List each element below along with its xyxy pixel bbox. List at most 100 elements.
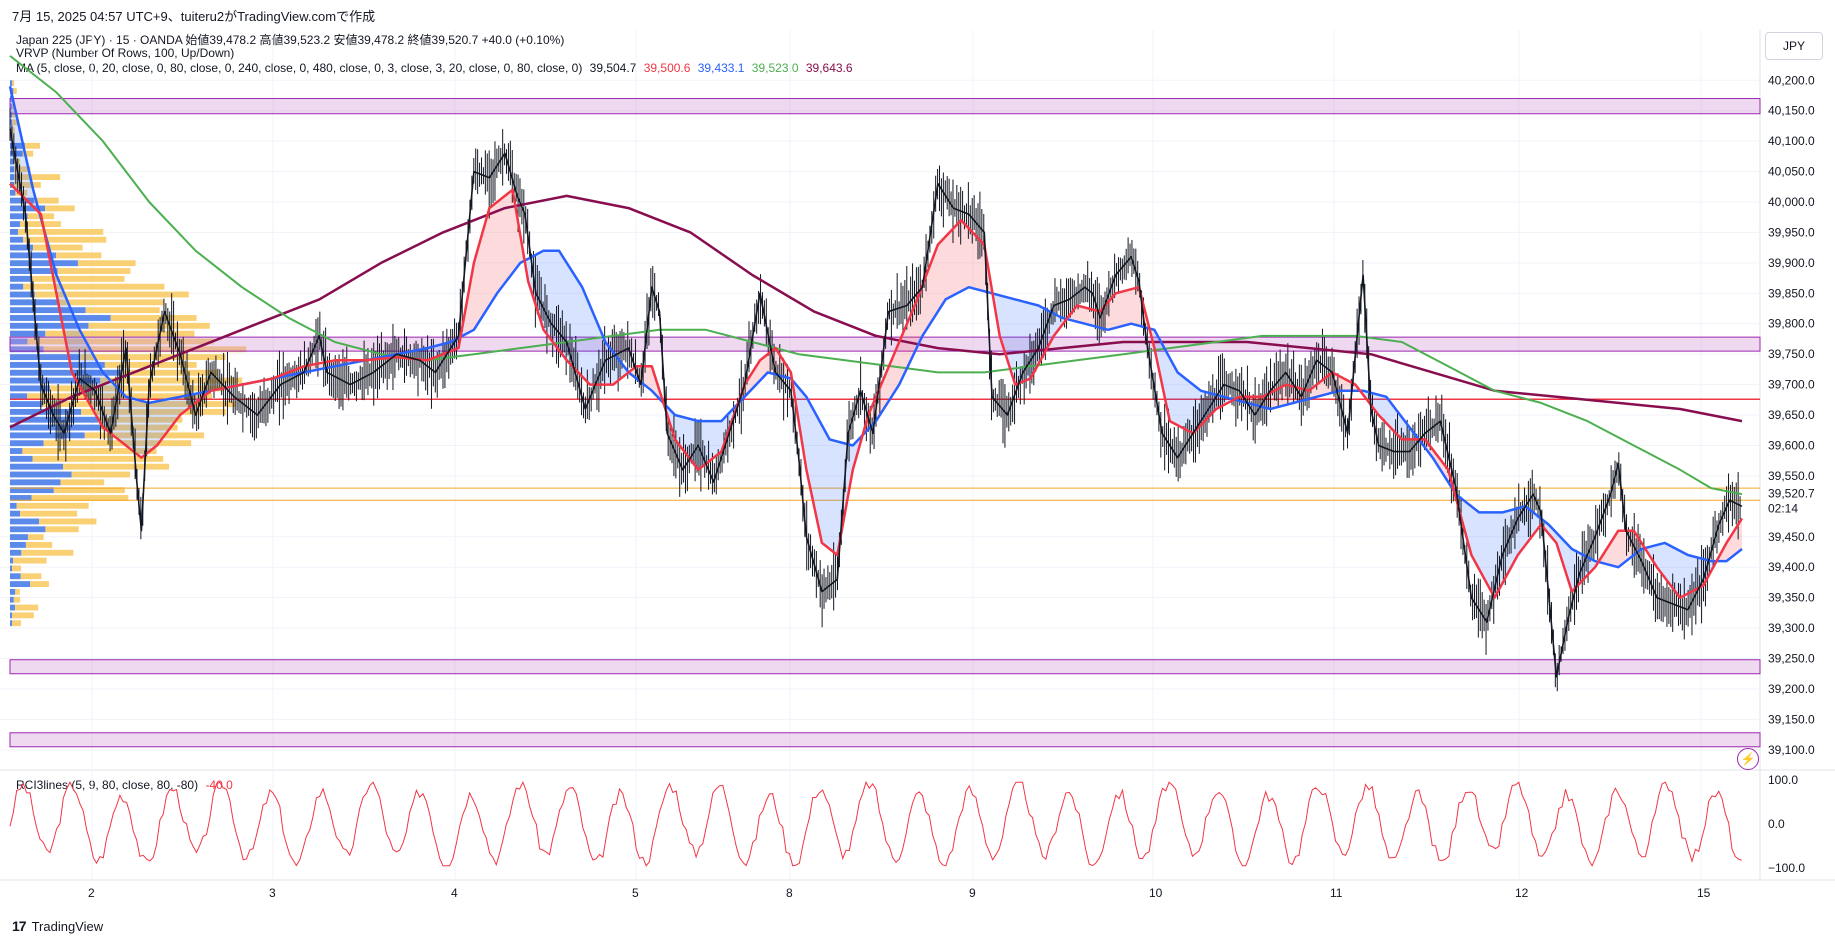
price-tick-label: 39,250.0	[1768, 652, 1815, 666]
series-ma480	[9, 194, 1743, 429]
ma-legend: MA (5, close, 0, 20, close, 0, 80, close…	[16, 61, 853, 75]
price-tick-label: 39,750.0	[1768, 347, 1815, 361]
time-tick-label: 5	[632, 886, 639, 900]
vp-row-down	[10, 111, 12, 118]
vp-row-down	[10, 487, 54, 494]
vp-row-down	[10, 236, 24, 243]
vp-row-up	[14, 174, 61, 181]
vp-row-down	[10, 244, 34, 251]
vp-row-up	[12, 111, 16, 118]
vp-row-down	[10, 283, 24, 290]
ma-legend-values: 39,504.7 39,500.6 39,433.1 39,523.0 39,6…	[586, 61, 853, 75]
vp-row-down	[10, 252, 57, 259]
support-zone-3	[9, 732, 1761, 748]
vp-row-up	[50, 385, 223, 392]
vp-row-down	[10, 440, 44, 447]
vp-row-down	[10, 322, 89, 329]
vp-row-up	[110, 315, 197, 321]
vp-row-down	[10, 455, 33, 462]
price-tick-label: 39,150.0	[1768, 712, 1815, 726]
vp-row-down	[10, 307, 86, 314]
vp-row-up	[12, 127, 15, 134]
vp-row-up	[12, 103, 14, 110]
vp-row-down	[10, 213, 28, 220]
vp-row-down	[10, 228, 19, 235]
last-price-box	[1761, 484, 1831, 519]
vp-row-down	[10, 197, 35, 204]
vp-row-down	[10, 205, 46, 212]
ma-cloud-segment	[863, 221, 993, 435]
vp-row-down	[10, 369, 122, 376]
vp-row-down	[10, 174, 15, 181]
vp-row-up	[12, 119, 19, 126]
vp-row-up	[12, 612, 34, 619]
tradingview-logo-mark: 17	[12, 918, 27, 934]
price-tick-label: 39,200.0	[1768, 682, 1815, 696]
vp-row-up	[20, 573, 42, 580]
vp-row-up	[59, 299, 164, 306]
time-tick-label: 12	[1515, 886, 1529, 900]
vp-row-up	[45, 526, 79, 533]
price-tick-label: 40,100.0	[1768, 134, 1815, 148]
vp-row-up	[34, 291, 189, 298]
vp-row-down	[10, 330, 46, 337]
vp-row-down	[10, 432, 85, 439]
vp-row-down	[10, 189, 16, 196]
price-tick-label: 39,550.0	[1768, 469, 1815, 483]
vp-row-down	[10, 346, 44, 353]
vp-row-up	[20, 510, 78, 517]
vp-row-down	[10, 495, 32, 501]
price-tick-label: 39,100.0	[1768, 743, 1815, 757]
ma-value-0: 39,504.7	[589, 61, 637, 75]
vp-row-down	[10, 612, 12, 619]
vp-row-up	[32, 455, 164, 462]
vp-row-up	[33, 244, 83, 251]
volume-profile	[10, 80, 247, 627]
time-tick-label: 11	[1330, 886, 1343, 900]
vp-row-up	[85, 307, 160, 314]
time-tick-label: 2	[88, 886, 95, 900]
vp-row-down	[10, 620, 12, 627]
vp-row-up	[84, 432, 205, 439]
vp-row-down	[10, 338, 28, 345]
vp-row-down	[10, 142, 25, 149]
vp-row-up	[97, 416, 183, 423]
vp-row-up	[14, 166, 31, 173]
vp-row-down	[10, 565, 12, 572]
price-tick-label: 39,900.0	[1768, 256, 1815, 270]
vp-row-down	[10, 377, 101, 384]
rci-tick-label: 0.0	[1768, 817, 1785, 831]
rci-legend-label: RCI3lines (5, 9, 80, close, 80, -80)	[16, 778, 199, 792]
lightning-icon[interactable]: ⚡	[1737, 748, 1759, 770]
price-tick-label: 39,450.0	[1768, 530, 1815, 544]
currency-button[interactable]: JPY	[1765, 32, 1823, 60]
tradingview-logo[interactable]: 17 TradingView	[12, 918, 103, 934]
price-tick-label: 39,850.0	[1768, 286, 1815, 300]
price-tick-label: 39,950.0	[1768, 225, 1815, 239]
vp-row-up	[14, 182, 41, 188]
vp-row-up	[18, 228, 104, 235]
vp-row-down	[10, 596, 14, 603]
rci-line	[9, 780, 1743, 867]
ma-legend-label: MA (5, close, 0, 20, close, 0, 80, close…	[16, 61, 583, 75]
vp-row-down	[10, 526, 46, 533]
vp-row-up	[100, 424, 178, 431]
vp-row-down	[10, 408, 82, 415]
ma-cloud-segment	[1599, 530, 1647, 567]
vp-row-up	[16, 502, 89, 509]
vp-row-down	[10, 534, 28, 541]
vrvp-legend: VRVP (Number Of Rows, 100, Up/Down)	[16, 46, 235, 60]
vp-row-down	[10, 362, 105, 368]
vp-row-up	[71, 471, 131, 478]
vp-row-up	[34, 197, 59, 204]
vp-row-down	[10, 260, 78, 267]
ma-cloud-segment	[793, 381, 863, 555]
rci-tick-label: 100.0	[1768, 773, 1798, 787]
rci-legend: RCI3lines (5, 9, 80, close, 80, -80) -40…	[16, 778, 233, 792]
series-price	[9, 128, 1743, 678]
vp-row-down	[10, 604, 15, 611]
ma-cloud-segment	[369, 314, 465, 361]
vp-row-up	[23, 236, 107, 243]
vp-row-up	[12, 135, 15, 141]
